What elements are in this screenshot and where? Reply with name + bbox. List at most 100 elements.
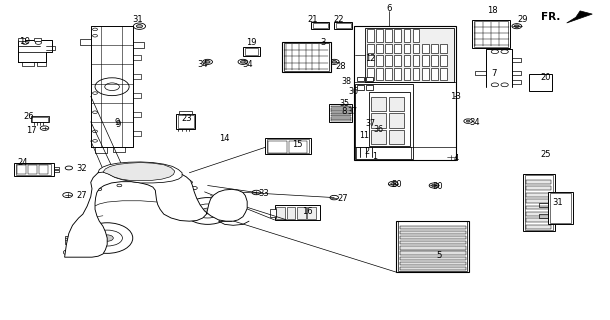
Bar — [395, 55, 401, 66]
Text: 24: 24 — [18, 158, 28, 167]
Text: 22: 22 — [333, 15, 343, 24]
Bar — [376, 55, 383, 66]
Text: 11: 11 — [360, 131, 370, 140]
Bar — [282, 42, 331, 72]
Text: 18: 18 — [487, 6, 498, 15]
Bar — [17, 165, 26, 174]
Bar — [400, 252, 465, 255]
Polygon shape — [567, 11, 592, 23]
Bar — [289, 140, 307, 153]
Bar — [179, 111, 192, 115]
Bar — [274, 204, 320, 220]
Bar — [176, 115, 195, 129]
Bar — [367, 68, 374, 80]
Circle shape — [153, 172, 159, 175]
Bar — [331, 106, 351, 108]
Bar — [440, 68, 447, 80]
Bar — [356, 147, 411, 159]
Circle shape — [537, 81, 544, 85]
Bar — [28, 165, 37, 174]
Text: 3: 3 — [320, 38, 326, 47]
Bar — [32, 117, 48, 122]
Bar — [413, 44, 420, 53]
Text: 16: 16 — [302, 207, 313, 216]
Text: 4: 4 — [453, 154, 459, 163]
Bar — [331, 108, 351, 110]
Bar — [366, 85, 373, 90]
Bar — [311, 22, 329, 29]
Bar — [367, 44, 374, 53]
Bar — [400, 226, 465, 229]
Bar — [268, 140, 287, 153]
Bar — [371, 113, 386, 127]
Bar — [178, 116, 193, 128]
Bar — [367, 55, 374, 66]
Text: 17: 17 — [27, 126, 37, 135]
Text: 27: 27 — [337, 194, 348, 203]
Bar — [548, 193, 573, 224]
Text: 37: 37 — [365, 119, 376, 128]
Bar — [386, 55, 392, 66]
Polygon shape — [98, 162, 182, 183]
Bar — [16, 164, 51, 175]
Bar — [400, 267, 465, 270]
Bar — [389, 113, 404, 127]
Bar — [243, 47, 260, 56]
Bar — [18, 38, 25, 41]
Bar — [404, 29, 411, 42]
Text: 12: 12 — [365, 53, 375, 62]
Text: 9: 9 — [115, 118, 120, 127]
Text: 10: 10 — [19, 37, 30, 46]
Bar — [386, 68, 392, 80]
Bar — [14, 163, 54, 176]
Polygon shape — [65, 165, 247, 257]
Bar — [270, 209, 276, 217]
Circle shape — [359, 86, 364, 89]
Bar — [422, 55, 429, 66]
Circle shape — [514, 25, 519, 28]
Bar — [376, 68, 383, 80]
Text: 31: 31 — [552, 197, 563, 206]
Bar — [367, 29, 374, 42]
Polygon shape — [103, 163, 174, 181]
Bar — [400, 262, 465, 265]
Circle shape — [332, 60, 337, 63]
Circle shape — [205, 60, 210, 63]
Bar — [526, 225, 551, 228]
Bar — [526, 180, 551, 184]
Bar — [400, 231, 465, 234]
Bar — [529, 74, 552, 92]
Text: 32: 32 — [76, 164, 87, 173]
Text: FR.: FR. — [541, 12, 561, 22]
Text: 30: 30 — [432, 182, 443, 191]
Text: 15: 15 — [292, 140, 303, 149]
Circle shape — [359, 77, 364, 80]
Bar — [398, 221, 467, 271]
Text: 33: 33 — [258, 188, 269, 198]
Bar — [523, 174, 554, 231]
Bar — [357, 85, 364, 90]
Bar — [431, 55, 438, 66]
Circle shape — [466, 120, 470, 122]
Bar — [284, 43, 329, 71]
Text: 14: 14 — [220, 134, 230, 143]
Bar — [389, 130, 404, 144]
Bar — [400, 241, 465, 244]
Bar — [355, 84, 413, 159]
Text: 38: 38 — [342, 77, 351, 86]
Bar — [376, 44, 383, 53]
Text: 25: 25 — [540, 150, 551, 159]
Circle shape — [112, 172, 118, 175]
Bar — [267, 139, 309, 153]
Bar — [307, 207, 316, 219]
Text: 28: 28 — [335, 62, 346, 71]
Bar — [371, 130, 386, 144]
Bar — [331, 117, 351, 119]
Bar — [313, 23, 328, 28]
Text: 35: 35 — [340, 99, 350, 108]
Bar — [431, 44, 438, 53]
Text: 9: 9 — [115, 120, 121, 129]
Bar — [386, 44, 392, 53]
Text: 34: 34 — [242, 60, 253, 69]
Text: 27: 27 — [77, 191, 87, 200]
